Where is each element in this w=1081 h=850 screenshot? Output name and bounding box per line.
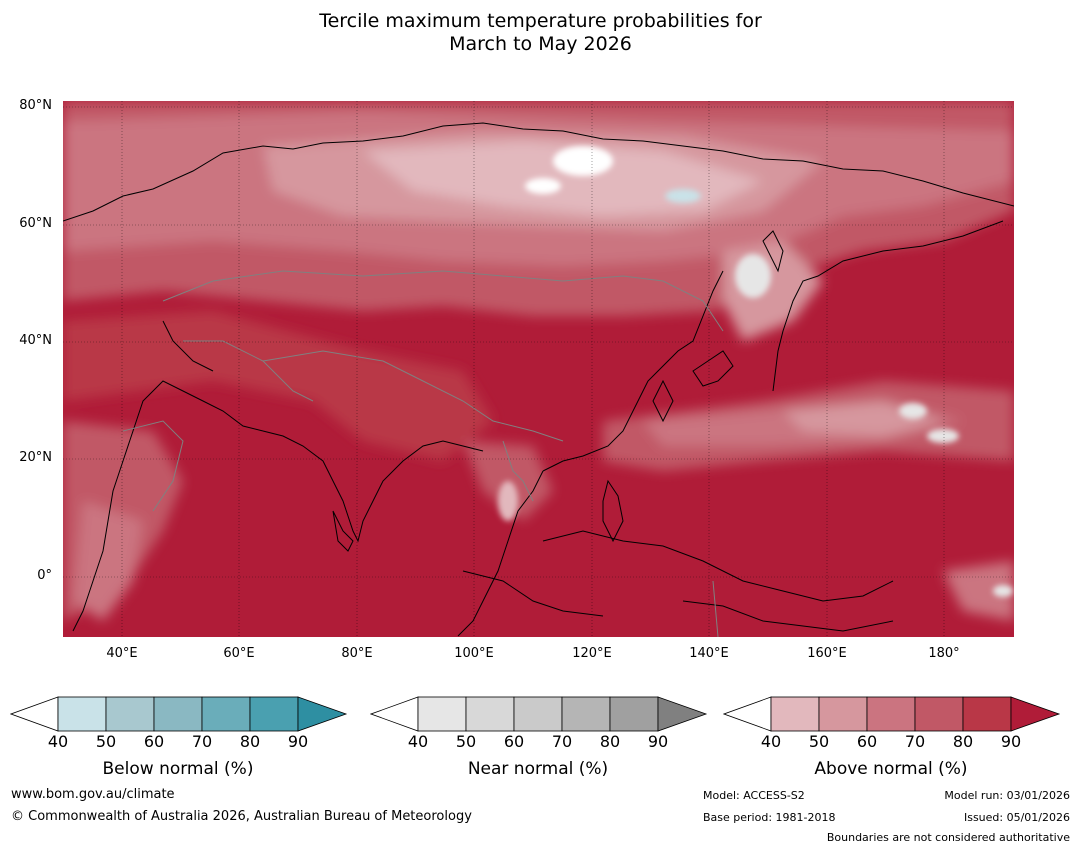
near-tick-50: 50 xyxy=(455,732,477,751)
lon-label-160e: 160°E xyxy=(807,646,847,661)
lat-label-0: 0° xyxy=(37,568,52,583)
lat-label-20n: 20°N xyxy=(19,450,52,465)
near-normal-colorbar-bar xyxy=(370,696,708,732)
near-normal-label: Near normal (%) xyxy=(467,759,609,779)
near-tick-80: 80 xyxy=(599,732,621,751)
bom-climate-link[interactable]: www.bom.gov.au/climate xyxy=(11,787,175,802)
below-tick-40: 40 xyxy=(47,732,69,751)
near-tick-40: 40 xyxy=(407,732,429,751)
graticule xyxy=(63,101,1014,637)
lon-label-40e: 40°E xyxy=(106,646,138,661)
above-tick-90: 90 xyxy=(1000,732,1022,751)
title-line-2: March to May 2026 xyxy=(449,33,632,55)
probability-map xyxy=(63,101,1014,637)
lon-label-140e: 140°E xyxy=(689,646,729,661)
below-tick-50: 50 xyxy=(95,732,117,751)
base-period-text: Base period: 1981-2018 xyxy=(703,811,836,824)
issued-text: Issued: 05/01/2026 xyxy=(963,811,1070,824)
above-normal-colorbar-bar xyxy=(723,696,1061,732)
below-tick-90: 90 xyxy=(287,732,309,751)
near-tick-60: 60 xyxy=(503,732,525,751)
below-tick-60: 60 xyxy=(143,732,165,751)
lon-label-120e: 120°E xyxy=(572,646,612,661)
lon-label-80e: 80°E xyxy=(341,646,373,661)
lon-label-100e: 100°E xyxy=(454,646,494,661)
above-tick-80: 80 xyxy=(952,732,974,751)
model-run-text: Model run: 03/01/2026 xyxy=(944,789,1070,802)
copyright-text: © Commonwealth of Australia 2026, Austra… xyxy=(11,809,472,824)
near-normal-patches xyxy=(498,146,1013,597)
above-tick-60: 60 xyxy=(856,732,878,751)
lat-label-80n: 80°N xyxy=(19,98,52,113)
above-tick-40: 40 xyxy=(760,732,782,751)
near-tick-90: 90 xyxy=(647,732,669,751)
above-tick-70: 70 xyxy=(904,732,926,751)
below-tick-70: 70 xyxy=(191,732,213,751)
disclaimer-text: Boundaries are not considered authoritat… xyxy=(826,831,1070,844)
above-tick-50: 50 xyxy=(808,732,830,751)
model-text: Model: ACCESS-S2 xyxy=(703,789,805,802)
near-tick-70: 70 xyxy=(551,732,573,751)
coastlines xyxy=(63,122,1014,637)
below-normal-colorbar-bar xyxy=(10,696,348,732)
lat-label-60n: 60°N xyxy=(19,216,52,231)
map-title: Tercile maximum temperature probabilitie… xyxy=(0,10,1081,56)
above-normal-label: Above normal (%) xyxy=(814,759,968,779)
lon-label-60e: 60°E xyxy=(223,646,255,661)
below-tick-80: 80 xyxy=(239,732,261,751)
title-line-1: Tercile maximum temperature probabilitie… xyxy=(319,10,762,32)
below-normal-label: Below normal (%) xyxy=(102,759,254,779)
country-borders xyxy=(122,270,724,637)
probability-shading xyxy=(63,101,1014,621)
lat-label-40n: 40°N xyxy=(19,333,52,348)
lon-label-180: 180° xyxy=(928,646,960,661)
